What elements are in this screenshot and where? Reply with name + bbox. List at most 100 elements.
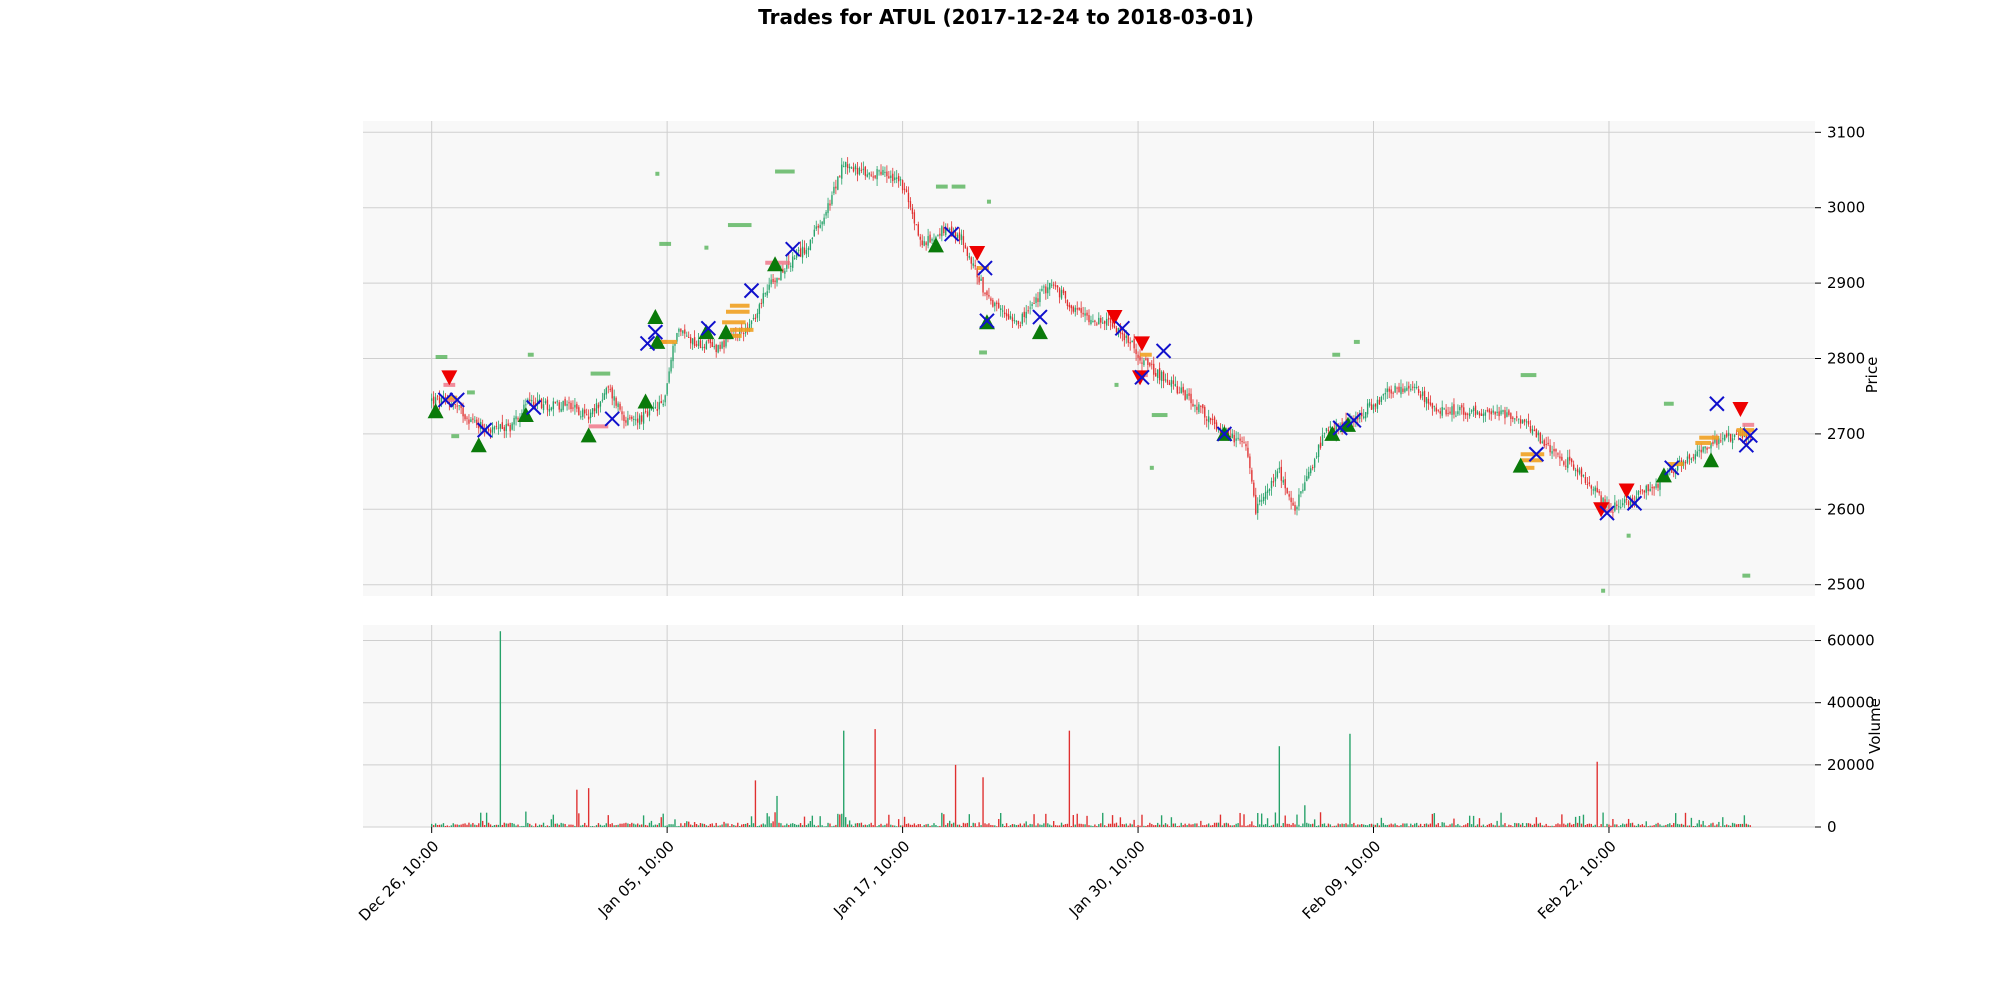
exit-marker-stroke [526,399,542,416]
volume-bar [637,823,639,827]
volume-bar [1196,823,1198,827]
candle-body [558,402,560,410]
exit-marker [639,335,656,352]
volume-bar [1643,825,1645,827]
candle-body [1206,419,1208,421]
volume-bar [1251,821,1253,827]
volume-bar [597,823,600,827]
candle-body [1692,457,1695,459]
volume-bar [909,824,912,827]
exit-marker-stroke [1216,426,1233,442]
volume-bar [1001,823,1004,827]
candle-body [1429,402,1432,405]
candle-body [937,235,939,237]
exit-marker [1709,396,1725,412]
volume-bar [1729,825,1732,827]
volume-bar [1033,814,1035,827]
candle-body [1288,494,1290,497]
volume-bar [1082,824,1084,827]
candle-body [1404,388,1406,392]
volume-bar [1058,825,1061,827]
volume-bar [1594,824,1596,827]
volume-bar [748,825,751,827]
volume-bar [1178,825,1180,827]
sell-marker [441,370,458,386]
candle-body [1729,433,1732,442]
candle-body [542,404,545,411]
candle-body [1388,388,1390,392]
volume-bar [1688,825,1691,827]
candle-body [1315,456,1318,458]
volume-bar [897,819,900,827]
volume-bar [933,823,935,827]
volume-bar [731,824,733,827]
volume-bar [1262,824,1265,827]
volume-bar [1531,825,1534,827]
volume-bar [1041,824,1043,827]
candle-body [1496,411,1498,413]
volume-bar [1353,822,1355,827]
volume-bar [1710,823,1712,827]
volume-bar [1049,824,1051,827]
volume-bar [941,812,943,827]
candle-body [795,251,798,258]
candle-body [1616,504,1618,507]
volume-bar [1461,826,1463,827]
volume-bar [1286,823,1288,827]
green-level-segment [1663,401,1674,406]
volume-bar [607,815,609,827]
candle-body [1382,394,1385,396]
volume-bar [1671,825,1673,827]
volume-bar [497,824,500,827]
volume-bar [1029,823,1031,827]
volume-bar [1463,825,1465,827]
candle-body [638,415,641,425]
volume-bar [476,825,478,827]
candle-body [1427,398,1430,404]
candle-body [1302,489,1304,492]
volume-bar [1684,812,1687,827]
volume-bar [858,823,861,827]
candle-body [1321,434,1324,446]
volume-bar [1317,825,1320,827]
volume-bar [713,825,715,827]
volume-bar [1363,824,1365,827]
candle-body [1657,483,1659,488]
x-tick-label: Jan 17, 10:00 [829,837,913,921]
candle-body [1533,429,1536,432]
volume-tick-label: 60000 [1827,632,1875,650]
candle-body [1498,411,1500,417]
candle-body [939,233,941,236]
volume-bar [1284,815,1286,827]
candle-body [1529,425,1532,432]
candle-body [1007,314,1010,320]
volume-bar [1149,822,1151,827]
volume-bar [1661,825,1663,827]
volume-bar [444,825,447,827]
volume-bar [1553,825,1555,827]
candle-body [1380,396,1383,403]
candle-body [1506,412,1508,417]
candle-body [1035,297,1037,303]
candle-body [1561,456,1563,461]
volume-bar [1294,824,1296,827]
candle-body [642,412,645,424]
volume-bar [580,825,582,827]
volume-bar [652,825,655,827]
green-level-segment [1114,382,1119,387]
candle-body [856,167,859,175]
candle-body [1088,315,1090,323]
candle-body [1192,403,1194,407]
candle-body [1270,480,1273,489]
volume-bar [1414,823,1416,827]
candle-body [768,284,770,290]
candlestick-series [430,157,1751,520]
candle-body [1039,292,1041,303]
volume-bar [1068,730,1071,827]
volume-bar [799,823,802,827]
candle-body [1414,386,1416,388]
candle-body [719,344,721,349]
volume-bar [998,818,1000,827]
candle-body [921,240,923,246]
candle-body [1551,451,1553,454]
